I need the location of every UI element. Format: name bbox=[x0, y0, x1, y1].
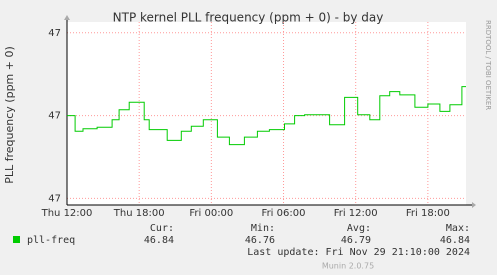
x-tick-label: Fri 00:00 bbox=[189, 208, 233, 219]
footer: Munin 2.0.75 bbox=[322, 262, 374, 271]
chart-title: NTP kernel PLL frequency (ppm + 0) - by … bbox=[113, 11, 384, 25]
stat-header: Max: bbox=[446, 223, 470, 234]
plot-area bbox=[67, 22, 466, 205]
y-tick-label: 47 bbox=[48, 111, 61, 122]
y-tick-label: 47 bbox=[48, 193, 61, 204]
last-update: Last update: Fri Nov 29 21:10:00 2024 bbox=[247, 247, 470, 258]
stat-value: 46.84 bbox=[144, 235, 174, 246]
data-line bbox=[67, 86, 466, 146]
stat-value: 46.79 bbox=[341, 235, 371, 246]
side-text: RRDTOOL / TOBI OETIKER bbox=[484, 20, 492, 110]
x-tick-label: Thu 12:00 bbox=[41, 208, 93, 219]
x-tick-label: Fri 12:00 bbox=[334, 208, 378, 219]
y-arrow bbox=[64, 15, 70, 20]
stat-value: 46.76 bbox=[245, 235, 275, 246]
y-axis-label: PLL frequency (ppm + 0) bbox=[3, 46, 16, 184]
stat-value: 46.84 bbox=[440, 235, 470, 246]
x-tick-label: Fri 18:00 bbox=[406, 208, 450, 219]
x-arrow bbox=[472, 202, 476, 208]
legend-swatch bbox=[13, 236, 20, 243]
stat-header: Min: bbox=[251, 223, 275, 234]
stat-header: Avg: bbox=[347, 223, 371, 234]
stat-header: Cur: bbox=[150, 223, 174, 234]
y-tick-label: 47 bbox=[48, 28, 61, 39]
x-tick-label: Fri 06:00 bbox=[262, 208, 306, 219]
x-tick-label: Thu 18:00 bbox=[113, 208, 165, 219]
legend-label: pll-freq bbox=[27, 235, 75, 246]
